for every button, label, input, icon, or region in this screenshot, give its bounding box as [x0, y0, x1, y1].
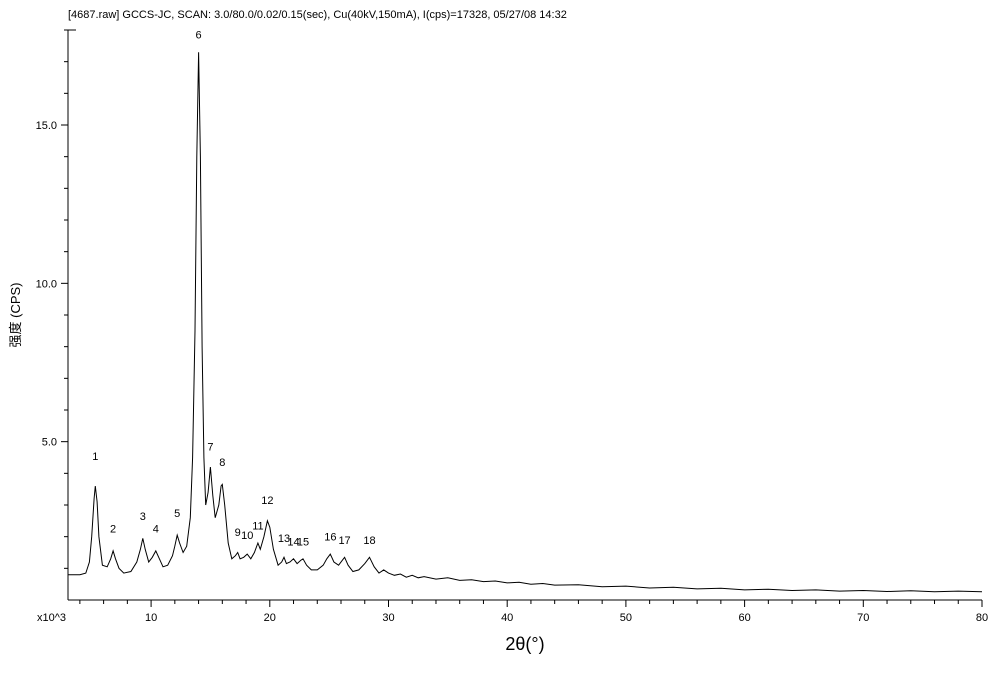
peak-label: 3	[140, 511, 146, 523]
chart-header: [4687.raw] GCCS-JC, SCAN: 3.0/80.0/0.02/…	[68, 9, 567, 21]
svg-text:80: 80	[976, 612, 988, 624]
svg-text:30: 30	[382, 612, 394, 624]
peak-label: 18	[363, 535, 375, 547]
peak-label: 5	[174, 508, 180, 520]
peak-label: 11	[252, 521, 263, 533]
peak-label: 12	[261, 495, 273, 507]
peak-label: 2	[110, 524, 116, 536]
peak-label: 4	[153, 524, 159, 536]
svg-text:10: 10	[145, 612, 157, 624]
svg-text:10.0: 10.0	[36, 278, 57, 290]
peak-label: 6	[196, 30, 202, 42]
peak-label: 17	[338, 535, 350, 547]
svg-text:15.0: 15.0	[36, 120, 57, 132]
peak-label: 7	[207, 441, 213, 453]
svg-text:70: 70	[857, 612, 869, 624]
svg-text:20: 20	[264, 612, 276, 624]
svg-text:60: 60	[738, 612, 750, 624]
x-axis-label: 2θ(°)	[505, 634, 544, 654]
peak-label: 8	[219, 457, 225, 469]
peak-label: 16	[324, 532, 336, 544]
peak-label: 15	[297, 536, 309, 548]
svg-text:50: 50	[620, 612, 632, 624]
y-multiplier: x10^3	[37, 612, 66, 624]
y-axis-label: 强度 (CPS)	[8, 282, 23, 347]
peak-label: 1	[92, 451, 98, 463]
svg-text:5.0: 5.0	[42, 437, 57, 449]
xrd-chart: [4687.raw] GCCS-JC, SCAN: 3.0/80.0/0.02/…	[0, 0, 1000, 673]
svg-text:40: 40	[501, 612, 513, 624]
peak-label: 9	[235, 527, 241, 539]
chart-svg: [4687.raw] GCCS-JC, SCAN: 3.0/80.0/0.02/…	[0, 0, 1000, 673]
